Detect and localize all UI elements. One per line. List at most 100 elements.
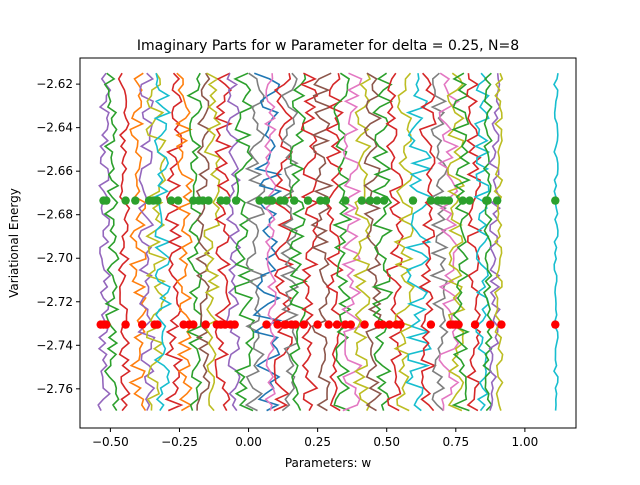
series-line-23 bbox=[324, 73, 344, 412]
series-line-19 bbox=[279, 72, 300, 412]
chart-title: Imaginary Parts for w Parameter for delt… bbox=[137, 38, 519, 54]
plot-frame bbox=[79, 57, 577, 429]
x-axis: −0.50 −0.25 0.00 0.25 0.50 0.75 1.00 bbox=[92, 428, 538, 449]
data-point-0-28 bbox=[365, 196, 375, 205]
data-point-0-8 bbox=[173, 196, 183, 205]
data-point-0-40 bbox=[483, 196, 492, 205]
x-tick-label: −0.25 bbox=[161, 435, 198, 449]
y-tick-label: −2.72 bbox=[36, 295, 73, 309]
data-point-1-28 bbox=[360, 320, 369, 329]
x-axis-label: Parameters: w bbox=[285, 456, 372, 470]
x-tick-label: 0.75 bbox=[442, 435, 469, 449]
series-line-32 bbox=[418, 72, 437, 412]
x-tick-label: 0.50 bbox=[373, 435, 400, 449]
series-line-3 bbox=[128, 72, 148, 412]
data-point-0-25 bbox=[321, 196, 331, 205]
data-point-1-33 bbox=[396, 320, 405, 329]
series-line-39 bbox=[482, 72, 493, 412]
data-point-1-40 bbox=[486, 320, 495, 329]
data-point-0-32 bbox=[426, 196, 436, 205]
data-point-1-24 bbox=[324, 320, 333, 329]
series-line-25 bbox=[341, 72, 363, 412]
data-point-1-10 bbox=[201, 320, 210, 329]
data-point-1-31 bbox=[385, 320, 394, 329]
data-point-0-41 bbox=[493, 196, 502, 205]
data-point-0-16 bbox=[255, 196, 264, 205]
data-point-1-23 bbox=[313, 320, 322, 329]
data-point-0-14 bbox=[222, 196, 231, 205]
series-line-1 bbox=[103, 72, 120, 412]
data-point-1-6 bbox=[153, 320, 162, 329]
data-point-0-27 bbox=[357, 196, 366, 205]
series-line-37 bbox=[465, 73, 483, 412]
data-point-0-15 bbox=[231, 196, 241, 205]
series-line-42 bbox=[553, 73, 559, 411]
series-line-26 bbox=[352, 72, 372, 411]
data-point-1-39 bbox=[470, 320, 480, 329]
data-point-1-15 bbox=[230, 320, 239, 329]
data-point-1-22 bbox=[299, 320, 308, 329]
data-point-1-21 bbox=[291, 320, 300, 329]
series-line-34 bbox=[437, 72, 461, 411]
series-line-14 bbox=[233, 72, 256, 412]
y-axis: −2.62 −2.64 −2.66 −2.68 −2.70 −2.72 −2.74 −2.76 bbox=[36, 77, 80, 396]
y-tick-label: −2.74 bbox=[36, 338, 73, 352]
data-point-0-6 bbox=[153, 196, 162, 205]
series-line-7 bbox=[164, 72, 184, 412]
x-tick-label: 0.00 bbox=[235, 435, 262, 449]
series-line-4 bbox=[137, 72, 156, 411]
data-point-0-29 bbox=[372, 196, 382, 205]
data-point-1-25 bbox=[332, 320, 342, 329]
data-point-0-42 bbox=[551, 196, 560, 205]
data-point-1-9 bbox=[189, 320, 198, 329]
lines-layer bbox=[97, 72, 559, 412]
series-line-21 bbox=[299, 72, 320, 411]
y-tick-label: −2.70 bbox=[36, 251, 73, 265]
data-point-0-23 bbox=[303, 196, 313, 205]
series-line-28 bbox=[371, 72, 394, 411]
data-point-0-37 bbox=[458, 196, 467, 205]
series-line-20 bbox=[288, 73, 308, 411]
data-point-0-1 bbox=[102, 196, 111, 205]
series-line-24 bbox=[332, 72, 353, 412]
y-tick-label: −2.68 bbox=[36, 208, 73, 222]
data-point-1-27 bbox=[346, 320, 355, 329]
series-line-40 bbox=[487, 73, 501, 411]
data-point-1-4 bbox=[138, 320, 147, 329]
y-tick-label: −2.66 bbox=[36, 164, 73, 178]
data-point-1-42 bbox=[551, 320, 560, 329]
data-point-1-16 bbox=[262, 320, 271, 329]
data-point-1-38 bbox=[454, 320, 463, 329]
series-line-29 bbox=[385, 72, 404, 412]
data-point-1-3 bbox=[121, 320, 130, 329]
data-point-0-3 bbox=[131, 196, 140, 205]
y-tick-label: −2.64 bbox=[36, 121, 73, 135]
points-layer bbox=[96, 196, 560, 329]
series-line-15 bbox=[244, 72, 267, 412]
data-point-1-34 bbox=[426, 320, 436, 329]
series-line-11 bbox=[203, 72, 222, 412]
data-point-0-2 bbox=[121, 196, 130, 205]
data-point-0-38 bbox=[465, 196, 474, 205]
data-point-0-7 bbox=[167, 196, 176, 205]
plot-background bbox=[80, 58, 576, 428]
x-tick-label: −0.50 bbox=[92, 435, 129, 449]
series-line-16 bbox=[252, 72, 283, 412]
series-line-27 bbox=[363, 72, 383, 412]
data-point-1-17 bbox=[273, 320, 282, 329]
y-tick-label: −2.62 bbox=[36, 77, 73, 91]
series-line-17 bbox=[263, 73, 277, 411]
x-tick-label: 1.00 bbox=[512, 435, 539, 449]
data-point-0-21 bbox=[280, 196, 289, 205]
data-point-0-26 bbox=[341, 196, 350, 205]
series-line-12 bbox=[214, 72, 233, 411]
data-point-0-36 bbox=[444, 196, 454, 205]
series-line-2 bbox=[117, 72, 131, 412]
series-line-41 bbox=[493, 72, 504, 411]
series-line-13 bbox=[225, 72, 242, 412]
data-point-0-19 bbox=[267, 196, 277, 205]
x-tick-label: 0.25 bbox=[304, 435, 331, 449]
data-point-0-12 bbox=[204, 196, 213, 205]
